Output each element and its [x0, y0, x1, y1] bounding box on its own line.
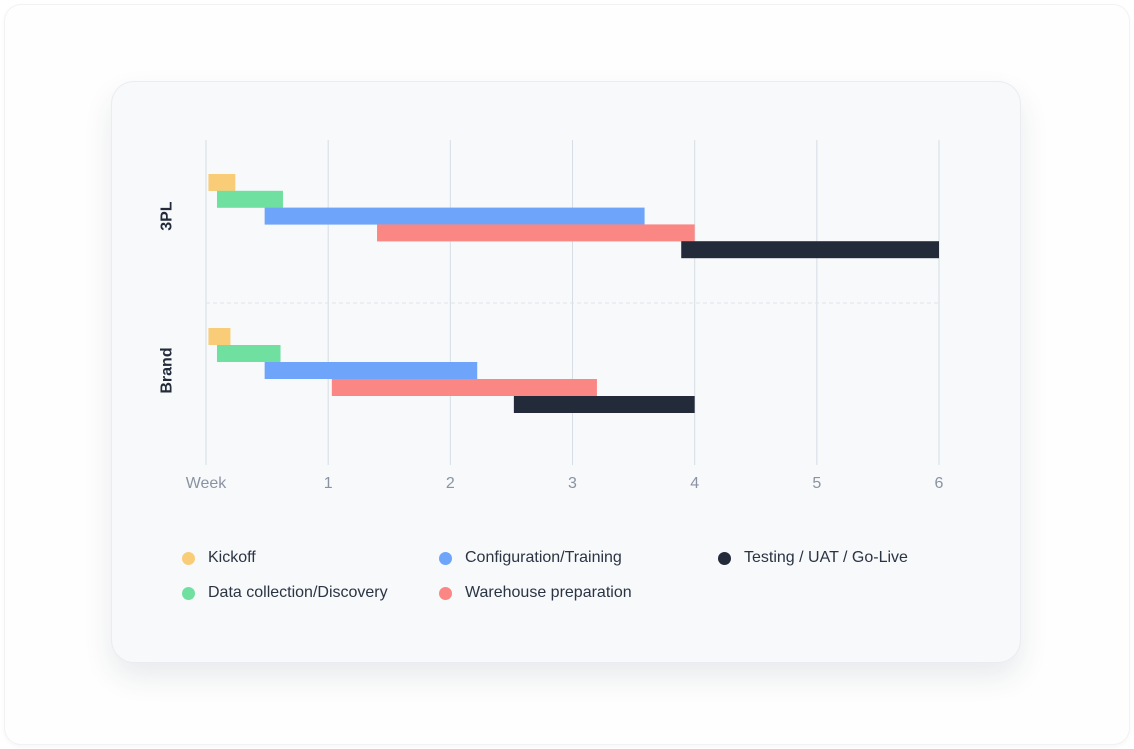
legend-label: Configuration/Training — [465, 549, 622, 566]
legend-dot-icon — [439, 551, 452, 565]
x-tick-label: 1 — [324, 475, 333, 492]
chart-card: Week 1 2 3 4 5 6 3PL Brand Kickoff Data collectio… — [112, 82, 1020, 662]
legend-dot-icon — [182, 586, 195, 600]
legend-item: Testing / UAT / Go-Live — [718, 548, 908, 568]
legend-label: Kickoff — [208, 549, 256, 566]
legend-label: Testing / UAT / Go-Live — [744, 549, 908, 566]
legend-item: Configuration/Training — [439, 548, 622, 568]
gantt-chart: Week 1 2 3 4 5 6 3PL Brand — [159, 140, 944, 492]
gantt-bar — [331, 379, 597, 396]
legend-label: Warehouse preparation — [465, 584, 632, 601]
x-tick-label: 2 — [446, 475, 455, 492]
group-label: 3PL — [159, 201, 176, 231]
x-tick-label: 5 — [812, 475, 821, 492]
legend-dot-icon — [439, 586, 452, 600]
x-tick-label: Week — [186, 475, 228, 492]
legend-item: Kickoff — [182, 548, 256, 568]
legend-item: Data collection/Discovery — [182, 583, 388, 603]
x-tick-label: 3 — [568, 475, 577, 492]
legend-item: Warehouse preparation — [439, 583, 632, 603]
x-tick-label: 6 — [935, 475, 944, 492]
gantt-bar — [681, 241, 939, 259]
legend-dot-icon — [182, 551, 195, 565]
x-tick-label: 4 — [690, 475, 699, 492]
group-label: Brand — [159, 347, 176, 393]
gantt-bar — [264, 207, 645, 225]
gantt-bar — [216, 190, 283, 208]
gantt-bar — [264, 362, 478, 379]
legend-label: Data collection/Discovery — [208, 584, 388, 601]
gantt-bar — [208, 174, 236, 191]
legend-dot-icon — [718, 551, 731, 565]
gantt-bar — [216, 345, 281, 362]
gantt-bar — [208, 328, 231, 345]
gantt-bar — [513, 396, 695, 413]
gantt-bar — [377, 224, 695, 242]
